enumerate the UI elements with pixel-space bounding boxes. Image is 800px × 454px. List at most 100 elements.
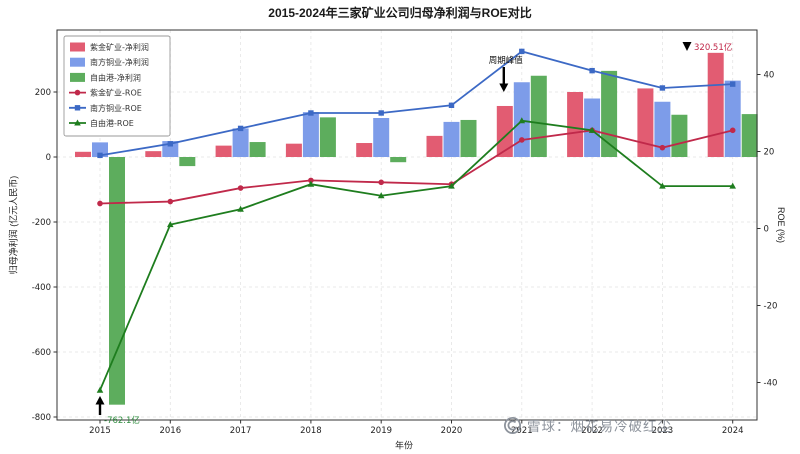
bar-紫金矿业-净利润-2020 bbox=[426, 135, 443, 157]
triangle-marker bbox=[377, 192, 385, 199]
triangle-marker bbox=[237, 205, 244, 212]
circle-marker bbox=[237, 185, 244, 191]
loss-arrow-head bbox=[95, 396, 105, 405]
circle-marker bbox=[74, 89, 81, 96]
y-left-tick-label: -600 bbox=[32, 348, 51, 358]
bar-紫金矿业-净利润-2017 bbox=[215, 145, 232, 157]
y-left-tick-label: -800 bbox=[32, 413, 51, 423]
legend-box bbox=[63, 35, 171, 137]
bar-自由港-净利润-2016 bbox=[179, 157, 196, 167]
triangle-marker bbox=[659, 182, 666, 189]
bar-自由港-净利润-2017 bbox=[249, 142, 266, 157]
bar-自由港-净利润-2020 bbox=[460, 119, 477, 157]
bar-紫金矿业-净利润-2016 bbox=[145, 151, 162, 157]
x-tick-label: 2023 bbox=[652, 426, 674, 436]
x-tick-label: 2024 bbox=[722, 426, 744, 436]
circle-marker bbox=[97, 200, 103, 207]
bar-自由港-净利润-2024 bbox=[741, 114, 758, 157]
bar-紫金矿业-净利润-2024 bbox=[707, 52, 724, 157]
y-right-tick-label: 0 bbox=[764, 225, 769, 235]
bar-南方铜业-净利润-2019 bbox=[373, 118, 390, 157]
roe-polyline bbox=[99, 129, 733, 205]
x-tick-label: 2017 bbox=[230, 426, 252, 436]
chart-title: 2015-2024年三家矿业公司归母净利润与ROE对比 bbox=[268, 6, 532, 20]
bar-南方铜业-净利润-2023 bbox=[654, 101, 671, 157]
loss-annotation-text: -762.1亿 bbox=[104, 415, 140, 426]
x-tick-label: 2018 bbox=[300, 426, 322, 436]
plot-border bbox=[56, 29, 758, 421]
square-marker bbox=[730, 81, 736, 87]
watermark: 雪球：烟花易冷破红尘 bbox=[503, 415, 672, 435]
square-marker bbox=[167, 141, 173, 147]
square-marker bbox=[237, 125, 244, 132]
roe-polyline bbox=[99, 50, 733, 157]
bar-自由港-净利润-2015 bbox=[109, 157, 125, 405]
roe-line-自由港-ROE bbox=[96, 117, 736, 393]
y-right-tick-label: -20 bbox=[764, 302, 778, 312]
bar-自由港-净利润-2021 bbox=[530, 75, 547, 157]
triangle-marker bbox=[74, 119, 81, 126]
triangle-marker bbox=[588, 126, 596, 133]
legend-label: 自由港-ROE bbox=[90, 118, 134, 128]
circle-marker bbox=[167, 198, 174, 205]
profit-annotation-text: 320.51亿 bbox=[694, 42, 732, 53]
bar-紫金矿业-净利润-2023 bbox=[637, 88, 654, 157]
legend-label: 紫金矿业-ROE bbox=[90, 88, 142, 98]
xueqiu-logo-icon bbox=[504, 416, 521, 434]
square-marker bbox=[448, 102, 455, 108]
triangle-marker bbox=[307, 180, 315, 187]
left-axis-label: 归母净利润 (亿元人民币) bbox=[8, 175, 19, 275]
triangle-marker bbox=[518, 117, 526, 124]
legend-label: 紫金矿业-净利润 bbox=[90, 42, 149, 52]
triangle-marker bbox=[167, 221, 174, 228]
circle-marker bbox=[659, 144, 666, 151]
roe-line-南方铜业-ROE bbox=[97, 48, 736, 159]
bar-紫金矿业-净利润-2018 bbox=[285, 143, 302, 157]
square-marker bbox=[378, 110, 384, 116]
y-left-tick-label: 200 bbox=[35, 88, 51, 98]
bar-自由港-净利润-2018 bbox=[319, 117, 336, 157]
bar-紫金矿业-净利润-2022 bbox=[567, 92, 584, 157]
circle-marker bbox=[308, 177, 314, 184]
x-tick-label: 2016 bbox=[159, 426, 181, 436]
square-marker bbox=[74, 105, 81, 111]
roe-polyline bbox=[99, 119, 733, 391]
x-axis-label: 年份 bbox=[394, 440, 414, 451]
bar-自由港-净利润-2019 bbox=[390, 157, 407, 163]
legend-swatch-南方铜业-净利润 bbox=[70, 57, 85, 67]
legend-label: 南方铜业-ROE bbox=[90, 103, 142, 113]
y-right-tick-label: 40 bbox=[764, 71, 775, 81]
legend-label: 南方铜业-净利润 bbox=[90, 57, 149, 67]
bar-南方铜业-净利润-2015 bbox=[92, 142, 108, 157]
triangle-marker bbox=[96, 386, 104, 393]
bar-紫金矿业-净利润-2021 bbox=[496, 105, 513, 157]
x-tick-label: 2021 bbox=[511, 426, 533, 436]
bar-南方铜业-净利润-2024 bbox=[724, 80, 741, 157]
bar-紫金矿业-净利润-2015 bbox=[75, 151, 91, 157]
triangle-marker bbox=[448, 182, 455, 189]
bar-自由港-净利润-2023 bbox=[671, 114, 688, 157]
square-marker bbox=[519, 48, 525, 55]
watermark-text: 雪球：烟花易冷破红尘 bbox=[527, 419, 672, 434]
square-marker bbox=[659, 85, 666, 91]
profit-arrow-head bbox=[682, 42, 692, 51]
square-marker bbox=[589, 67, 595, 74]
legend-swatch-自由港-净利润 bbox=[70, 72, 85, 82]
y-left-tick-label: -200 bbox=[32, 218, 51, 228]
y-left-tick-label: 0 bbox=[46, 153, 51, 163]
bar-紫金矿业-净利润-2019 bbox=[356, 143, 373, 157]
square-marker bbox=[97, 152, 103, 159]
square-marker bbox=[308, 110, 314, 116]
x-tick-label: 2015 bbox=[89, 426, 111, 436]
right-axis-label: ROE (%) bbox=[776, 207, 786, 243]
peak-arrow-head bbox=[499, 83, 509, 92]
bar-南方铜业-净利润-2017 bbox=[232, 128, 249, 157]
bar-南方铜业-净利润-2018 bbox=[302, 112, 319, 157]
cycle-peak-text: 周期峰值 bbox=[489, 55, 524, 66]
legend-swatch-紫金矿业-净利润 bbox=[70, 42, 85, 52]
y-right-tick-label: 20 bbox=[764, 148, 775, 158]
legend-label: 自由港-净利润 bbox=[90, 72, 141, 82]
bar-南方铜业-净利润-2020 bbox=[443, 121, 460, 157]
